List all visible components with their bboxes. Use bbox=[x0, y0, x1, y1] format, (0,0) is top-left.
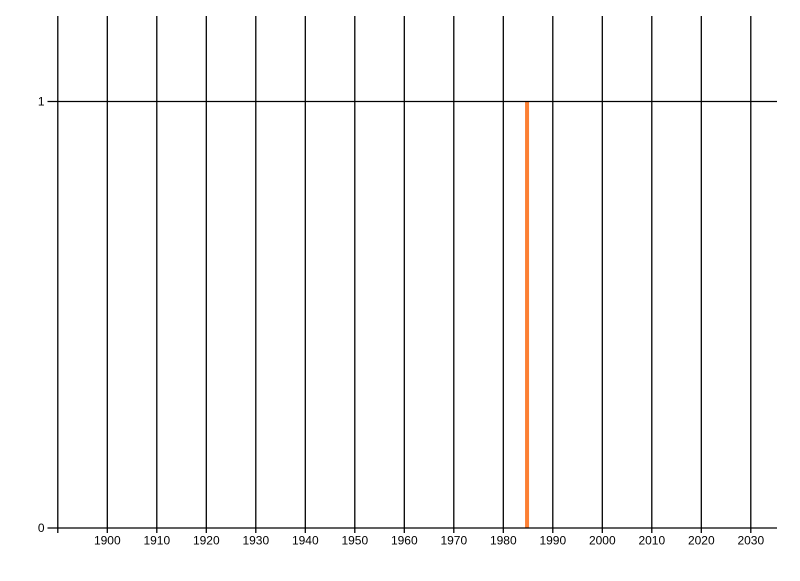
x-tick-label: 2020 bbox=[688, 534, 715, 548]
x-tick-label: 1900 bbox=[94, 534, 121, 548]
x-tick-label: 1980 bbox=[490, 534, 517, 548]
x-tick-label: 1960 bbox=[391, 534, 418, 548]
x-tick-label: 1920 bbox=[193, 534, 220, 548]
x-tick-label: 2000 bbox=[589, 534, 616, 548]
event-bar bbox=[525, 101, 530, 528]
x-tick-label: 2030 bbox=[737, 534, 764, 548]
y-tick-label: 0 bbox=[38, 521, 45, 535]
y-tick-label: 1 bbox=[38, 95, 45, 109]
x-tick-label: 1990 bbox=[539, 534, 566, 548]
x-tick-label: 1910 bbox=[143, 534, 170, 548]
x-tick-label: 1970 bbox=[440, 534, 467, 548]
x-tick-label: 2010 bbox=[638, 534, 665, 548]
x-tick-label: 1930 bbox=[242, 534, 269, 548]
x-tick-label: 1950 bbox=[341, 534, 368, 548]
x-tick-label: 1940 bbox=[292, 534, 319, 548]
